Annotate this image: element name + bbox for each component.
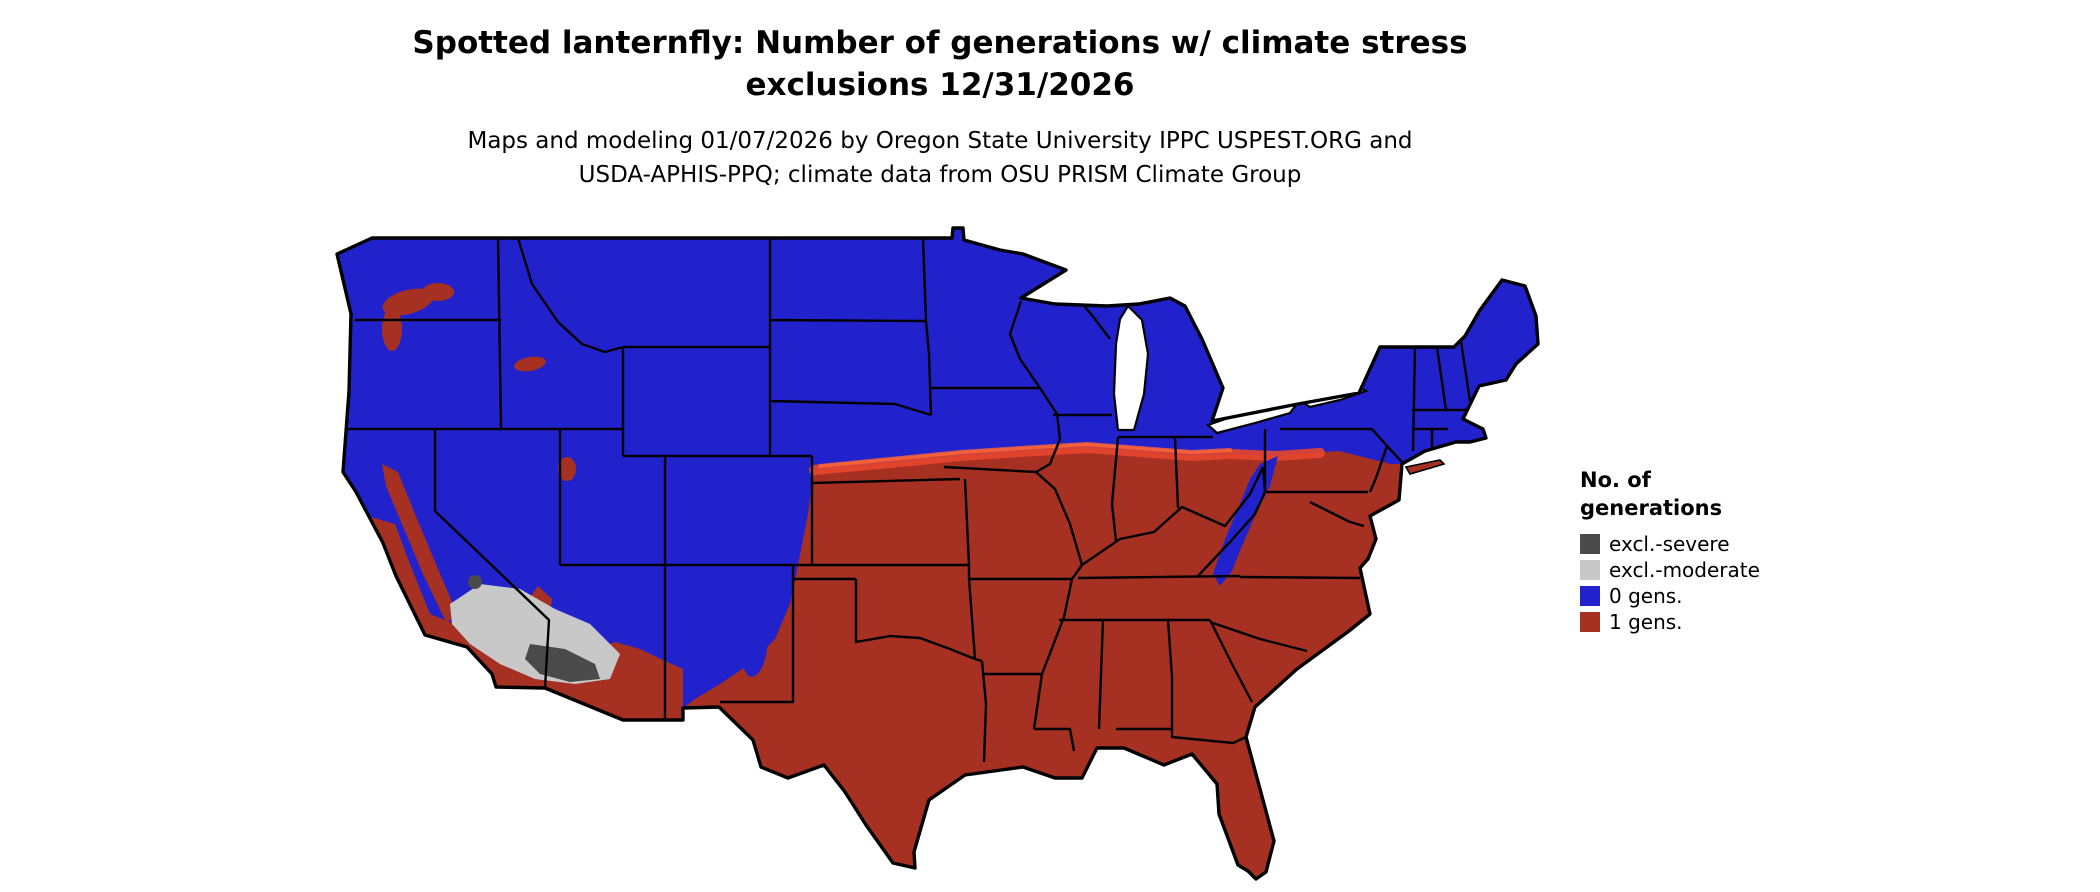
legend-label-excl-moderate: excl.-moderate xyxy=(1609,558,1760,582)
us-map xyxy=(320,224,1542,884)
transition-band xyxy=(809,442,1325,475)
legend-swatch-zero-gens xyxy=(1580,586,1600,606)
legend-items: excl.-severe excl.-moderate 0 gens. 1 ge… xyxy=(1580,531,1760,635)
legend-title-line2: generations xyxy=(1580,496,1723,520)
legend-title: No. of generations xyxy=(1580,466,1760,522)
legend-label-one-gen: 1 gens. xyxy=(1609,610,1683,634)
new-mexico-highland-blue xyxy=(742,621,768,677)
page-title: Spotted lanternfly: Number of generation… xyxy=(0,22,1880,106)
us-outline xyxy=(335,226,1540,881)
legend-swatch-excl-severe xyxy=(1580,534,1600,554)
exclusion-severe-region xyxy=(525,644,600,682)
red-pocket-snake-plain xyxy=(514,356,546,372)
long-island xyxy=(1404,459,1446,475)
red-pocket-willamette xyxy=(382,307,402,351)
red-pocket-columbia-gorge xyxy=(422,283,454,301)
appalachian-blue-band xyxy=(1213,456,1278,586)
legend-item-one-gen: 1 gens. xyxy=(1580,609,1760,635)
page-subtitle: Maps and modeling 01/07/2026 by Oregon S… xyxy=(0,124,1880,192)
us-map-svg xyxy=(335,226,1540,881)
legend-item-excl-moderate: excl.-moderate xyxy=(1580,557,1760,583)
legend-swatch-excl-moderate xyxy=(1580,560,1600,580)
transition-band-bright xyxy=(818,441,1232,468)
legend-title-line1: No. of xyxy=(1580,468,1651,492)
map-legend: No. of generations excl.-severe excl.-mo… xyxy=(1580,466,1760,635)
red-pocket-salt-lake xyxy=(558,457,576,481)
legend-item-excl-severe: excl.-severe xyxy=(1580,531,1760,557)
page-title-line1: Spotted lanternfly: Number of generation… xyxy=(412,25,1468,61)
region-one-generation-pockets xyxy=(382,283,576,481)
legend-swatch-one-gen xyxy=(1580,612,1600,632)
region-one-generation-central-valley xyxy=(382,464,458,622)
legend-item-zero-gens: 0 gens. xyxy=(1580,583,1760,609)
state-borders xyxy=(346,237,1472,763)
page-subtitle-line1: Maps and modeling 01/07/2026 by Oregon S… xyxy=(467,128,1413,154)
legend-label-zero-gens: 0 gens. xyxy=(1609,584,1683,608)
title-block: Spotted lanternfly: Number of generation… xyxy=(0,22,1880,192)
lake-michigan xyxy=(1112,304,1150,432)
page-title-line2: exclusions 12/31/2026 xyxy=(745,67,1135,103)
page-subtitle-line2: USDA-APHIS-PPQ; climate data from OSU PR… xyxy=(578,162,1302,188)
exclusion-severe-death-valley xyxy=(468,575,482,589)
legend-label-excl-severe: excl.-severe xyxy=(1609,532,1730,556)
